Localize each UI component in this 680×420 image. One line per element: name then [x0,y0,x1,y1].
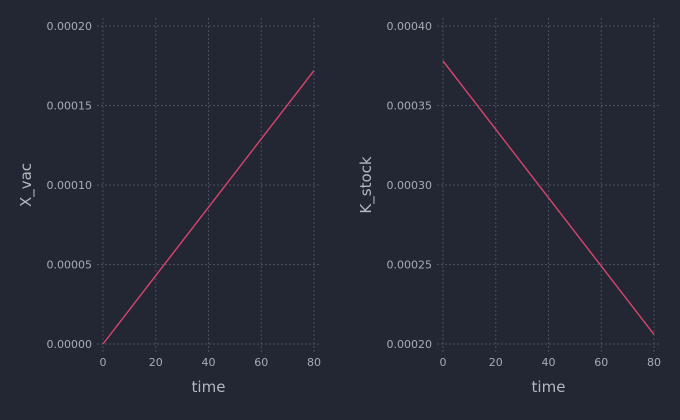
x-tick-label: 40 [542,356,556,369]
x-tick-label: 20 [489,356,503,369]
x-tick-label: 60 [594,356,608,369]
x-tick-label: 20 [149,356,163,369]
y-tick-label: 0.00030 [387,179,433,192]
y-tick-label: 0.00000 [47,338,93,351]
y-tick-label: 0.00025 [387,259,433,272]
y-tick-label: 0.00020 [387,338,433,351]
x-tick-label: 0 [100,356,107,369]
y-tick-label: 0.00010 [47,179,93,192]
y-axis-label: X_vac [17,163,36,207]
chart-k-stock: 0 20 40 60 80 0.00020 0.00025 0.00030 0.00035 0.0… [357,18,661,396]
x-tick-label: 40 [202,356,216,369]
x-tick-label: 80 [307,356,321,369]
y-tick-label: 0.00035 [387,100,433,113]
x-axis-label: time [192,378,226,396]
y-tick-label: 0.00005 [47,259,93,272]
x-tick-label: 80 [647,356,661,369]
x-tick-label: 0 [440,356,447,369]
chart-x-vac: 0 20 40 60 80 0.00000 0.00005 0.00010 0.00015 0.0… [17,18,321,396]
y-tick-label: 0.00040 [387,20,433,33]
x-axis-label: time [532,378,566,396]
y-axis-label: K_stock [357,156,376,213]
y-tick-label: 0.00020 [47,20,93,33]
x-tick-label: 60 [254,356,268,369]
series-line [102,70,315,345]
y-tick-label: 0.00015 [47,100,93,113]
series-line [442,60,655,335]
